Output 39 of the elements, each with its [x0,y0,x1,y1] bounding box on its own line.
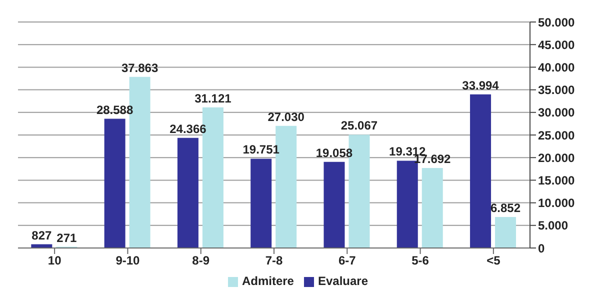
x-tick-label: 10 [48,254,62,268]
x-tick-label: 6-7 [338,254,356,268]
data-label: 271 [56,230,77,245]
y-tick-label: 25.000 [538,128,576,142]
x-tick-label: 5-6 [412,254,430,268]
y-tick-label: 20.000 [538,150,576,165]
bar [422,168,443,248]
x-tick-label: 7-8 [265,254,283,268]
bar [495,217,516,248]
y-tick-label: 50.000 [538,15,576,30]
data-label: 25.067 [340,118,378,133]
bar [177,138,198,248]
bar [250,158,272,248]
x-tick-label: <5 [486,254,501,268]
data-label: 19.751 [242,142,280,157]
bar [470,94,492,248]
data-label: 6.852 [490,201,521,216]
data-label: 27.030 [268,110,305,124]
y-tick-label: 5.000 [538,218,568,233]
y-tick-label: 35.000 [538,83,576,98]
legend-label: Evaluare [318,274,368,288]
y-tick-label: 0 [538,241,545,256]
data-label: 827 [32,228,52,242]
data-label: 28.588 [96,102,134,117]
y-tick-label: 45.000 [538,38,576,52]
x-tick-label: 8-9 [192,254,210,268]
y-tick-label: 40.000 [538,60,576,74]
x-tick-label: 9-10 [116,254,140,268]
y-tick-label: 10.000 [538,196,576,210]
data-label: 37.863 [121,60,158,75]
data-label: 24.366 [170,122,207,136]
legend-label: Admitere [242,274,294,288]
bar [104,118,126,248]
bar [324,162,345,248]
y-tick-label: 30.000 [538,106,576,120]
data-label: 19.058 [316,146,353,160]
data-label: 33.994 [462,78,500,92]
y-tick-label: 15.000 [538,173,576,188]
data-label: 31.121 [194,91,232,106]
